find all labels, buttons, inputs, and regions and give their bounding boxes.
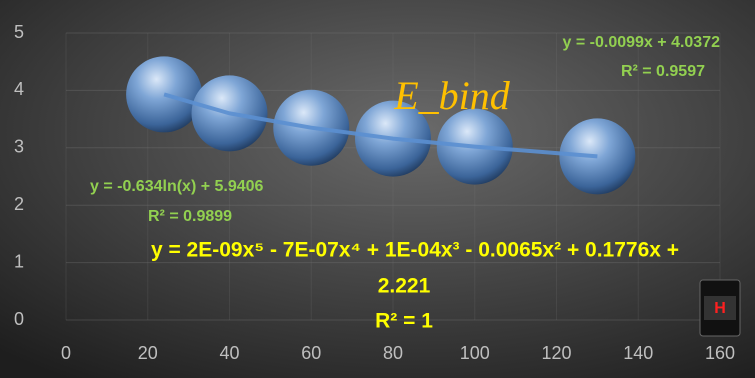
y-tick-label: 0 xyxy=(14,309,24,329)
annotation: R² = 0.9899 xyxy=(148,208,232,225)
annotation: 2.221 xyxy=(378,275,431,298)
x-tick-label: 100 xyxy=(460,343,490,363)
y-tick-label: 2 xyxy=(14,194,24,214)
y-tick-label: 5 xyxy=(14,22,24,42)
annotation: R² = 0.9597 xyxy=(621,63,705,80)
x-tick-label: 20 xyxy=(138,343,158,363)
annotation: R² = 1 xyxy=(375,310,433,333)
y-tick-label: 1 xyxy=(14,251,24,271)
y-tick-label: 3 xyxy=(14,137,24,157)
x-tick-label: 140 xyxy=(623,343,653,363)
x-tick-label: 60 xyxy=(301,343,321,363)
chart-title: E_bind xyxy=(393,73,511,118)
icon: H xyxy=(700,280,740,336)
x-tick-label: 120 xyxy=(541,343,571,363)
x-tick-label: 0 xyxy=(61,343,71,363)
x-tick-label: 160 xyxy=(705,343,735,363)
annotation: y = -0.0099x + 4.0372 xyxy=(563,34,721,51)
icon-label: H xyxy=(714,300,726,317)
annotation: y = 2E-09x⁵ - 7E-07x⁴ + 1E-04x³ - 0.0065… xyxy=(151,239,679,262)
annotation: y = -0.634ln(x) + 5.9406 xyxy=(90,178,264,195)
chart: 0 1 2 3 4 5 0 20 40 60 80 100 120 140 160 E_bind y = -… xyxy=(0,0,755,378)
y-tick-label: 4 xyxy=(14,79,24,99)
x-tick-label: 40 xyxy=(219,343,239,363)
x-tick-label: 80 xyxy=(383,343,403,363)
